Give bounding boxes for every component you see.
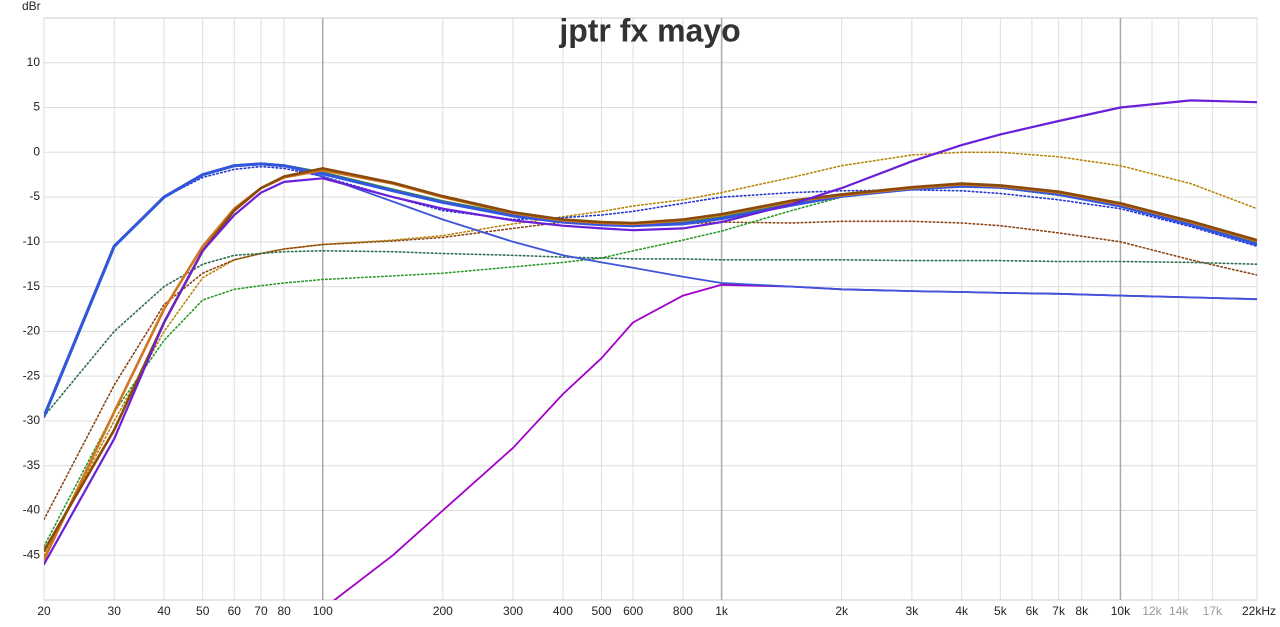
x-tick-label: 6k	[1026, 604, 1040, 618]
x-tick-label: 300	[503, 604, 523, 618]
x-tick-label: 10k	[1111, 604, 1131, 618]
x-tick-label: 17k	[1203, 604, 1223, 618]
x-tick-label: 80	[277, 604, 291, 618]
grid	[43, 18, 1258, 600]
x-tick-label: 50	[196, 604, 210, 618]
x-tick-label: 1k	[715, 604, 729, 618]
x-tick-label: 600	[623, 604, 643, 618]
series-group	[44, 99, 1257, 600]
y-tick-label: -35	[23, 458, 41, 472]
x-tick-label: 22kHz	[1242, 604, 1276, 618]
series-line	[44, 250, 1257, 418]
y-axis-label: dBr	[22, 0, 41, 13]
y-tick-label: -45	[23, 547, 41, 561]
y-tick-label: -5	[29, 189, 40, 203]
x-tick-label: 30	[108, 604, 122, 618]
x-tick-label: 200	[433, 604, 453, 618]
series-line	[44, 151, 1257, 556]
x-tick-label: 20	[37, 604, 51, 618]
x-tick-label: 12k	[1142, 604, 1162, 618]
y-tick-label: -20	[23, 324, 41, 338]
x-tick-label: 2k	[835, 604, 849, 618]
x-tick-label: 800	[673, 604, 693, 618]
series-line	[44, 99, 1257, 566]
series-line	[44, 165, 1257, 418]
x-tick-label: 40	[157, 604, 171, 618]
y-tick-label: -25	[23, 368, 41, 382]
y-tick-label: -15	[23, 279, 41, 293]
plot-area	[43, 17, 1258, 601]
x-tick-label: 14k	[1169, 604, 1189, 618]
x-tick-label: 4k	[955, 604, 969, 618]
x-tick-label: 500	[592, 604, 612, 618]
chart-title: jptr fx mayo	[558, 12, 740, 48]
y-tick-label: -30	[23, 413, 41, 427]
x-tick-label: 60	[228, 604, 242, 618]
series-line	[44, 167, 1257, 553]
y-tick-label: 0	[33, 144, 40, 158]
x-tick-label: 3k	[906, 604, 920, 618]
x-tick-label: 70	[254, 604, 268, 618]
x-tick-label: 400	[553, 604, 573, 618]
y-tick-label: 10	[27, 55, 41, 69]
x-tick-label: 7k	[1052, 604, 1066, 618]
y-tick-label: -10	[23, 234, 41, 248]
y-tick-label: -40	[23, 503, 41, 517]
x-tick-label: 5k	[994, 604, 1008, 618]
x-tick-label: 8k	[1075, 604, 1089, 618]
x-tick-label: 100	[313, 604, 333, 618]
y-tick-label: 5	[33, 100, 40, 114]
